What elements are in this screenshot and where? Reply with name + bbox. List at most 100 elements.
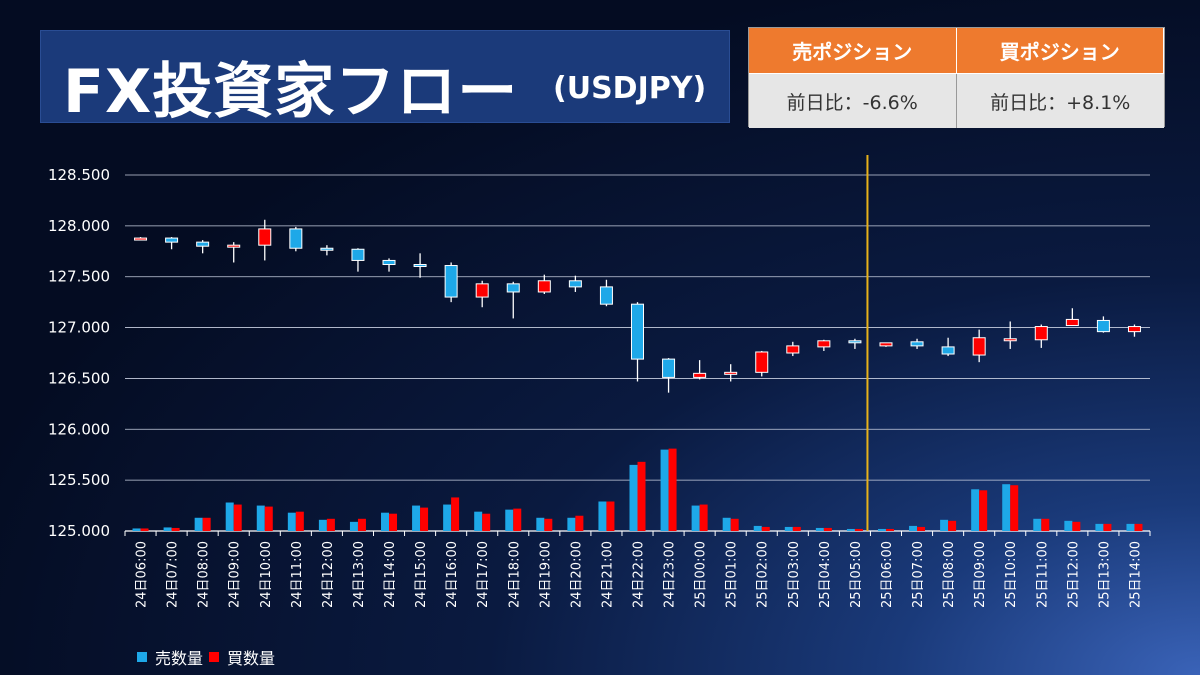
candle-body	[413, 264, 427, 268]
candle-body	[227, 244, 241, 248]
x-tick-label: 24日10:00	[259, 541, 274, 608]
volume-bar-sell	[722, 517, 731, 531]
volume-bar-buy	[326, 518, 335, 531]
candle-body	[258, 228, 272, 246]
candle-body	[475, 283, 489, 298]
volume-bar-sell	[909, 525, 918, 531]
volume-bar-sell	[381, 512, 390, 531]
volume-bar-sell	[598, 501, 607, 531]
volume-bar-sell	[1095, 523, 1104, 531]
candle-body	[1096, 319, 1110, 333]
volume-bar-buy	[1041, 518, 1050, 531]
candle-body	[755, 351, 769, 373]
y-tick-label: 128.500	[48, 166, 110, 184]
candle-body	[1065, 318, 1079, 327]
sell-position-change: 前日比：-6.6%	[749, 74, 957, 128]
volume-bar-buy	[668, 448, 677, 531]
x-tick-label: 24日09:00	[228, 541, 243, 608]
volume-bar-buy	[295, 511, 304, 531]
x-tick-label: 24日08:00	[197, 541, 212, 608]
y-tick-label: 126.500	[48, 369, 110, 387]
candle-body	[693, 372, 707, 378]
y-tick-label: 127.000	[48, 319, 110, 337]
volume-bar-sell	[753, 525, 762, 531]
x-tick-label: 24日13:00	[352, 541, 367, 608]
candle-body	[910, 341, 924, 347]
y-axis-labels: 125.000 125.500 126.000 126.500 127.000 127.5…	[48, 166, 110, 540]
candle-body	[320, 247, 334, 251]
x-tick-label: 24日23:00	[663, 541, 678, 608]
candle-body	[631, 303, 644, 360]
volume-bar-sell	[505, 509, 514, 531]
candle-body	[444, 265, 458, 298]
candle-body	[382, 259, 396, 266]
x-tick-label: 24日21:00	[600, 541, 615, 608]
volume-bar-buy	[482, 513, 491, 531]
x-tick-label: 24日18:00	[507, 541, 522, 608]
buy-position-change: 前日比：+8.1%	[956, 74, 1164, 128]
y-tick-label: 125.000	[48, 522, 110, 540]
candle-body	[941, 346, 955, 355]
x-tick-label: 25日06:00	[880, 541, 895, 608]
volume-bar-sell	[256, 505, 265, 531]
volume-bar-buy	[575, 515, 584, 531]
volume-bars	[132, 448, 1143, 531]
volume-bar-buy	[1072, 521, 1081, 531]
volume-bar-buy	[979, 490, 988, 531]
candle-body	[196, 241, 210, 247]
x-tick-label: 24日14:00	[383, 541, 398, 608]
x-axis-labels: 24日06:00 24日07:00 24日08:00 24日09:00 24日10:00…	[135, 541, 1144, 608]
candle-body	[351, 248, 365, 261]
volume-bar-sell	[474, 511, 483, 531]
legend-label-buy: 買数量	[227, 649, 276, 668]
volume-bar-buy	[823, 527, 832, 531]
volume-bar-sell	[971, 489, 980, 531]
candle-body	[972, 337, 986, 356]
x-tick-label: 24日16:00	[445, 541, 460, 608]
legend-swatch-buy	[209, 652, 220, 662]
y-tick-label: 127.500	[48, 268, 110, 286]
volume-bar-buy	[730, 518, 739, 531]
legend-swatch-sell	[137, 652, 147, 662]
volume-bar-buy	[420, 507, 429, 531]
volume-bar-sell	[194, 517, 203, 531]
x-tick-label: 25日07:00	[911, 541, 926, 608]
volume-bar-sell	[536, 517, 545, 531]
candle-body	[599, 286, 613, 305]
x-tick-label: 24日22:00	[632, 541, 647, 608]
x-tick-label: 25日04:00	[818, 541, 833, 608]
volume-bar-buy	[699, 504, 708, 531]
volume-bar-sell	[1064, 520, 1073, 531]
volume-bar-sell	[287, 512, 296, 531]
volume-bar-buy	[792, 526, 801, 531]
x-tick-label: 24日06:00	[135, 541, 150, 608]
x-tick-label: 25日02:00	[756, 541, 771, 608]
volume-bar-buy	[513, 508, 522, 531]
x-tick-label: 25日13:00	[1097, 541, 1112, 608]
volume-bar-buy	[171, 527, 180, 531]
x-tick-label: 24日07:00	[166, 541, 181, 608]
volume-bar-sell	[877, 528, 886, 531]
volume-bar-buy	[451, 497, 460, 531]
x-tick-label: 24日20:00	[569, 541, 584, 608]
volume-bar-buy	[948, 520, 957, 531]
volume-bar-sell	[784, 526, 793, 531]
volume-bar-buy	[357, 518, 366, 531]
x-tick-label: 25日08:00	[942, 541, 957, 608]
volume-bar-buy	[233, 504, 242, 531]
candle-body	[568, 280, 582, 288]
candle-body	[165, 237, 179, 243]
volume-bar-buy	[202, 517, 211, 531]
candle-body	[1003, 338, 1017, 342]
volume-bar-sell	[443, 504, 452, 531]
candle-body	[879, 342, 893, 347]
y-tick-label: 126.000	[48, 420, 110, 438]
volume-bar-sell	[1126, 523, 1135, 531]
legend: 売数量 買数量	[137, 645, 275, 669]
x-tick-label: 24日15:00	[414, 541, 429, 608]
volume-bar-sell	[629, 464, 638, 531]
x-tick-label: 25日00:00	[694, 541, 709, 608]
candle-body	[817, 340, 831, 348]
volume-bar-buy	[1010, 485, 1019, 531]
